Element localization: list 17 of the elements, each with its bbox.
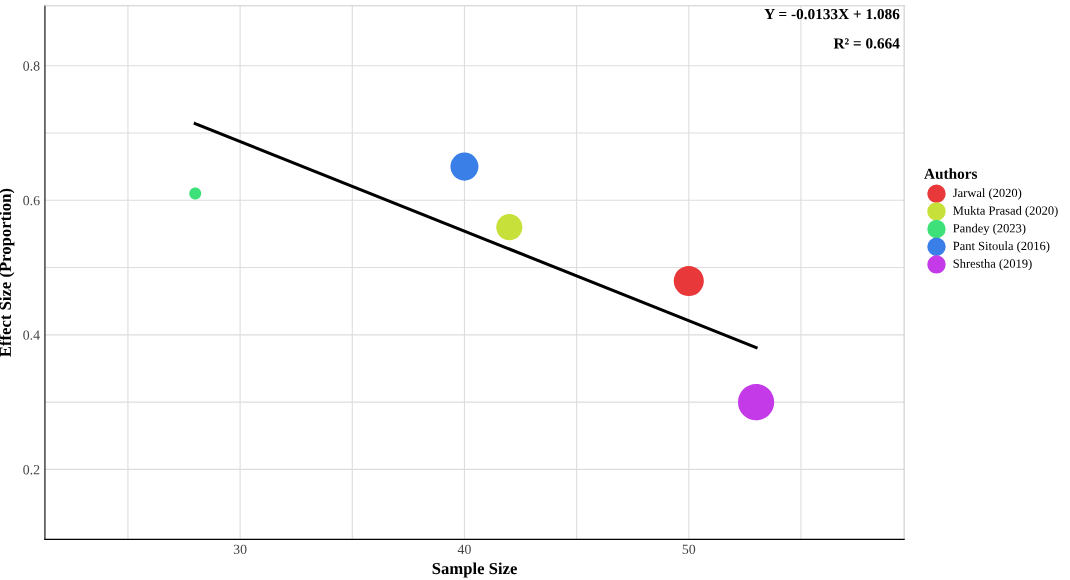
annotation: Y = -0.0133X + 1.086 <box>764 8 900 20</box>
legend-title: Authors <box>924 168 978 179</box>
y-tick-label: 0.8 <box>23 61 40 71</box>
legend-label: Shrestha (2019) <box>953 259 1032 271</box>
y-tick-label: 0.6 <box>23 195 40 206</box>
y-tick-label: 0.2 <box>23 465 40 475</box>
legend-label: Jarwal (2020) <box>953 188 1022 200</box>
legend-label: Mukta Prasad (2020) <box>953 205 1058 218</box>
legend-label: Pandey (2023) <box>953 223 1026 236</box>
y-axis-title: Effect Size (Proportion) <box>0 188 15 357</box>
x-tick-label: 40 <box>457 544 471 555</box>
annotation: R² = 0.664 <box>833 38 900 49</box>
x-axis-title: Sample Size <box>432 562 517 578</box>
x-tick-label: 30 <box>233 544 247 555</box>
x-tick-label: 50 <box>682 544 696 555</box>
legend-label: Pant Sitoula (2016) <box>953 241 1050 253</box>
y-tick-label: 0.4 <box>23 330 40 340</box>
